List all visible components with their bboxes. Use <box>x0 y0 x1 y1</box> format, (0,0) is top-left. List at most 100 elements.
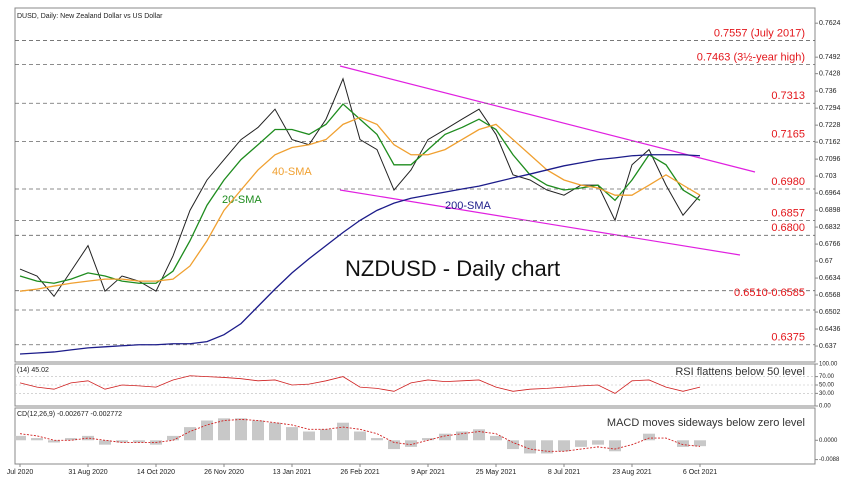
y-tick-label: 0.7624 <box>819 20 841 27</box>
macd-bar <box>286 427 298 441</box>
y-tick-label: 0.6964 <box>819 190 841 197</box>
level-label: 0.7463 (3½-year high) <box>697 52 805 64</box>
macd-note: MACD moves sideways below zero level <box>607 417 805 429</box>
y-tick-label: 0.637 <box>819 343 837 350</box>
sma-line <box>19 103 701 284</box>
x-tick-label: 26 Feb 2021 <box>340 469 379 476</box>
macd-bar <box>439 433 451 441</box>
x-tick-label: 8 Jul 2021 <box>548 469 580 476</box>
macd-bar <box>201 420 213 441</box>
y-tick-label: 0.6436 <box>819 326 841 333</box>
macd-bar <box>473 429 485 441</box>
rsi-tick-label: 30.00 <box>819 391 835 397</box>
x-tick-label: 14 Oct 2020 <box>137 469 175 476</box>
series-label: 200-SMA <box>445 200 492 212</box>
macd-bar <box>116 440 128 443</box>
x-tick-label: 9 Apr 2021 <box>411 469 445 476</box>
macd-bar <box>354 431 366 441</box>
level-label: 0.7313 <box>771 90 805 102</box>
macd-bar <box>99 440 111 445</box>
macd-bar <box>694 440 706 447</box>
rsi-tick-label: 50.00 <box>819 383 835 389</box>
macd-bar <box>14 435 26 441</box>
y-tick-label: 0.7294 <box>819 105 841 112</box>
x-tick-label: 13 Jan 2021 <box>273 469 312 476</box>
level-label: 0.6375 <box>771 332 805 344</box>
macd-bar <box>218 418 230 441</box>
macd-tick-label: 0.0000 <box>819 438 838 444</box>
x-tick-label: Jul 2020 <box>7 469 34 476</box>
y-tick-label: 0.7428 <box>819 70 841 77</box>
rsi-note: RSI flattens below 50 level <box>675 366 805 378</box>
macd-bar <box>490 435 502 441</box>
macd-bar <box>609 440 621 452</box>
series-label: 40-SMA <box>272 166 312 178</box>
rsi-tick-label: 0.00 <box>819 404 831 410</box>
y-tick-label: 0.6898 <box>819 207 841 214</box>
series-label: 20-SMA <box>222 194 262 206</box>
y-tick-label: 0.736 <box>819 88 837 95</box>
y-tick-label: 0.6568 <box>819 292 841 299</box>
macd-bar <box>456 431 468 441</box>
x-tick-label: 25 May 2021 <box>476 469 517 476</box>
rsi-line <box>19 375 701 394</box>
macd-bar <box>541 440 553 454</box>
main-panel <box>14 7 816 363</box>
y-tick-label: 0.7492 <box>819 54 841 61</box>
macd-label: CD(12,26,9) -0.002677 -0.002772 <box>17 411 122 418</box>
y-tick-label: 0.6766 <box>819 241 841 248</box>
level-label: 0.6857 <box>771 208 805 220</box>
level-label: 0.7557 (July 2017) <box>714 27 805 39</box>
macd-bar <box>48 440 60 443</box>
macd-bar <box>507 440 519 450</box>
macd-bar <box>388 440 400 450</box>
x-tick-label: 26 Nov 2020 <box>204 469 244 476</box>
level-label: 0.6510-0.6585 <box>734 287 805 299</box>
macd-bar <box>320 429 332 441</box>
macd-bar <box>558 440 570 452</box>
macd-bar <box>252 420 264 441</box>
macd-bar <box>643 433 655 441</box>
macd-bar <box>524 440 536 454</box>
macd-bar <box>133 440 145 443</box>
macd-tick-label: -0.0088 <box>819 457 840 463</box>
y-tick-label: 0.7162 <box>819 139 841 146</box>
macd-bar <box>592 440 604 445</box>
y-tick-label: 0.7228 <box>819 122 841 129</box>
y-tick-label: 0.703 <box>819 173 837 180</box>
macd-bar <box>303 431 315 441</box>
macd-signal <box>19 418 701 452</box>
macd-bar <box>405 440 417 447</box>
y-tick-label: 0.6502 <box>819 309 841 316</box>
macd-bar <box>235 418 247 441</box>
macd-bar <box>82 435 94 441</box>
rsi-tick-label: 100.00 <box>819 362 838 368</box>
sma-line <box>19 154 701 355</box>
lower-trendline <box>339 189 741 256</box>
level-label: 0.6800 <box>771 222 805 234</box>
y-tick-label: 0.6634 <box>819 275 841 282</box>
macd-bar <box>167 435 179 441</box>
macd-bar <box>65 438 77 441</box>
rsi-label: (14) 45.02 <box>17 367 49 374</box>
upper-trendline <box>339 65 756 173</box>
macd-bar <box>269 422 281 441</box>
y-tick-label: 0.6832 <box>819 224 841 231</box>
level-label: 0.7165 <box>771 128 805 140</box>
sma-line <box>19 116 701 292</box>
x-tick-label: 6 Oct 2021 <box>683 469 717 476</box>
y-tick-label: 0.67 <box>819 258 833 265</box>
level-label: 0.6980 <box>771 176 805 188</box>
chart-label: NZDUSD - Daily chart <box>345 256 560 281</box>
macd-bar <box>371 438 383 441</box>
macd-bar <box>575 440 587 447</box>
x-tick-label: 31 Aug 2020 <box>68 469 107 476</box>
y-tick-label: 0.7096 <box>819 156 841 163</box>
price-line <box>19 77 701 298</box>
macd-bar <box>677 440 689 447</box>
macd-bar <box>422 438 434 441</box>
macd-bar <box>31 438 43 441</box>
macd-bar <box>337 422 349 441</box>
rsi-tick-label: 70.00 <box>819 374 835 380</box>
